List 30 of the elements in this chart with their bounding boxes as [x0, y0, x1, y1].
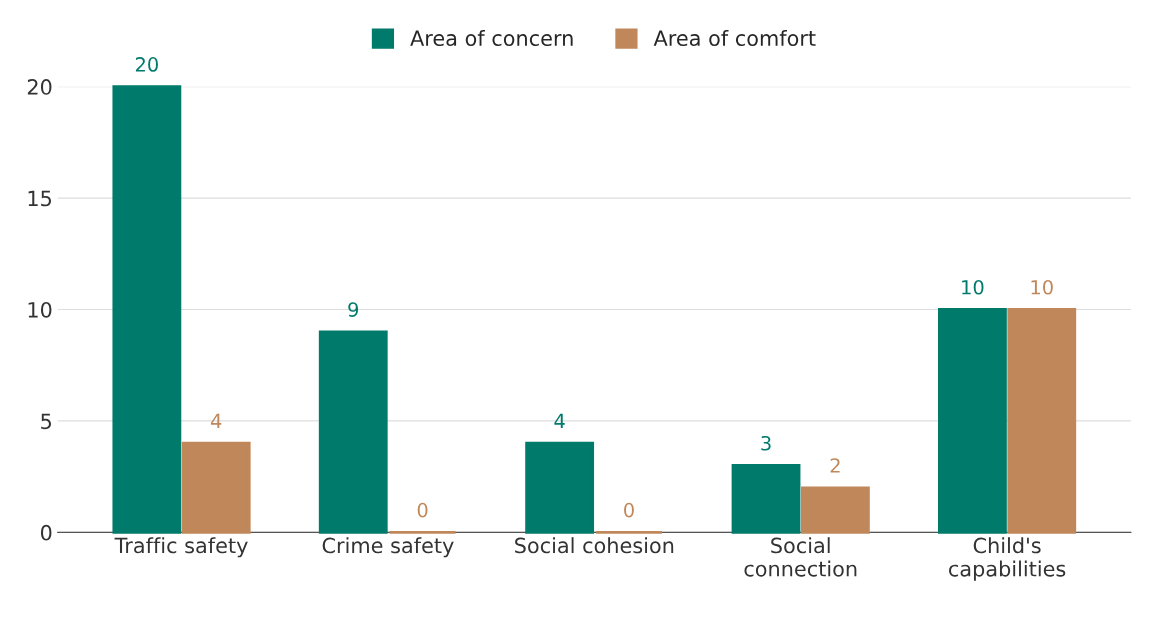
y-tick-label: 15 — [28, 190, 52, 207]
y-tick-label: 0 — [40, 524, 52, 541]
y-tick-label: 20 — [27, 79, 52, 95]
data-label: 4 — [210, 413, 222, 429]
bar — [112, 85, 182, 534]
data-label: 4 — [554, 413, 565, 429]
legend-label: Area of concern — [410, 29, 573, 47]
data-label: 9 — [348, 302, 359, 317]
bar — [731, 464, 801, 534]
data-label: 0 — [624, 502, 634, 518]
data-label: 3 — [761, 435, 771, 451]
x-tick-label: Traffic safety — [114, 537, 248, 558]
x-tick-label: Child's capabilities — [949, 537, 1066, 581]
legend-label: Area of comfort — [653, 29, 816, 47]
bar — [525, 441, 595, 534]
bar — [938, 308, 1007, 534]
x-tick-label: Social connection — [744, 537, 857, 577]
bar — [800, 486, 870, 534]
data-label: 0 — [417, 502, 428, 518]
bar — [1007, 308, 1077, 534]
y-tick-label: 5 — [41, 413, 52, 430]
data-label: 2 — [830, 458, 840, 473]
data-label: 20 — [135, 57, 158, 72]
bar — [318, 330, 388, 534]
bar — [181, 441, 251, 534]
x-tick-label: Crime safety — [322, 537, 454, 558]
data-label: 10 — [1031, 279, 1053, 295]
data-label: 10 — [962, 279, 984, 295]
x-tick-label: Social cohesion — [515, 537, 674, 554]
y-tick-label: 10 — [28, 301, 52, 318]
